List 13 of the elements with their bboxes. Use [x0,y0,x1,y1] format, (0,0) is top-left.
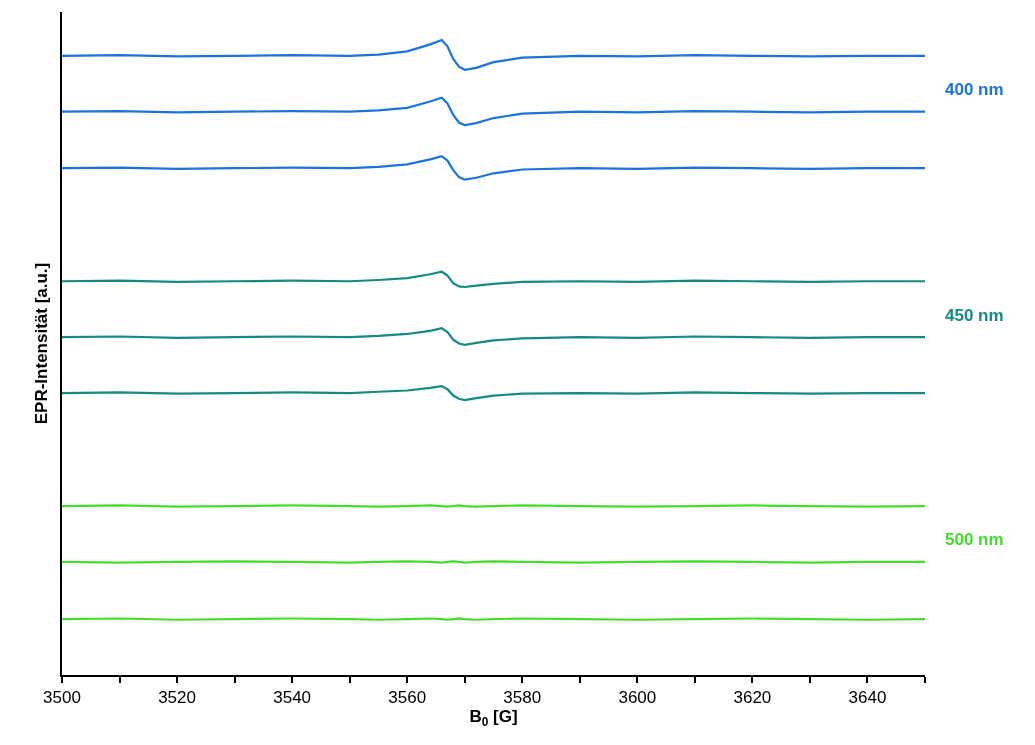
x-tick-label: 3640 [848,688,887,708]
series-label: 450 nm [945,306,1004,325]
x-tick-label: 3580 [503,688,542,708]
series-label: 500 nm [945,530,1004,549]
x-tick-label: 3540 [273,688,312,708]
y-axis-title: EPR-Intensität [a.u.] [32,262,52,425]
x-tick-label: 3600 [618,688,657,708]
x-axis-title: B$_{0}$ [G] [469,707,518,729]
x-tick-label: 3560 [388,688,427,708]
x-tick-label: 3500 [43,688,81,708]
x-tick-label: 3620 [733,688,772,708]
x-tick-label: 3520 [158,688,196,708]
series-label: 400 nm [945,80,1004,99]
